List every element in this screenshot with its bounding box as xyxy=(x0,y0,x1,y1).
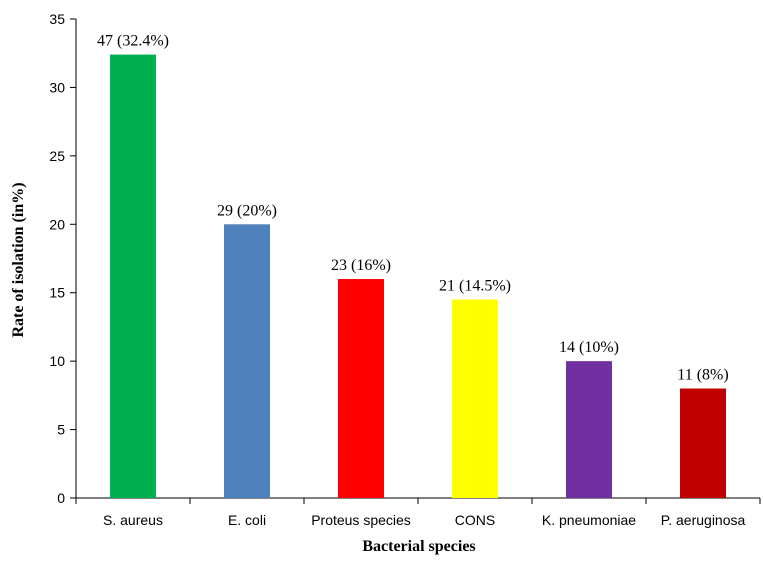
x-tick-label: K. pneumoniae xyxy=(542,512,636,528)
data-labels: 47 (32.4%) 29 (20%) 23 (16%) 21 (14.5%) 14 (… xyxy=(97,33,729,384)
bar xyxy=(566,361,612,498)
bar xyxy=(680,388,726,498)
data-label: 11 (8%) xyxy=(677,367,728,384)
bar xyxy=(452,299,498,498)
bars xyxy=(110,54,726,499)
y-tick-label: 25 xyxy=(49,148,65,164)
y-tick-label: 35 xyxy=(49,11,65,27)
x-axis: S. aureus E. coli Proteus species CONS K. pn… xyxy=(75,497,761,528)
bar xyxy=(338,279,384,498)
x-axis-title: Bacterial species xyxy=(362,538,475,555)
data-label: 47 (32.4%) xyxy=(97,33,169,50)
y-axis: 0 5 10 15 20 25 30 35 xyxy=(49,11,77,506)
x-tick-label: CONS xyxy=(455,512,495,528)
y-tick-label: 10 xyxy=(49,353,65,369)
data-label: 23 (16%) xyxy=(331,257,391,274)
y-tick-label: 30 xyxy=(49,79,65,95)
y-tick-label: 5 xyxy=(57,422,65,438)
y-axis-title: Rate of isolation (in%) xyxy=(10,182,27,337)
y-tick-label: 0 xyxy=(57,490,65,506)
bar xyxy=(224,224,270,499)
x-tick-label: P. aeruginosa xyxy=(661,512,746,528)
data-label: 29 (20%) xyxy=(217,202,277,219)
y-tick-label: 15 xyxy=(49,285,65,301)
x-tick-label: S. aureus xyxy=(103,512,163,528)
bar xyxy=(110,54,156,498)
x-tick-label: Proteus species xyxy=(311,512,411,528)
y-tick-label: 20 xyxy=(49,216,65,232)
x-tick-label: E. coli xyxy=(228,512,266,528)
data-label: 14 (10%) xyxy=(559,339,619,356)
data-label: 21 (14.5%) xyxy=(439,278,511,295)
